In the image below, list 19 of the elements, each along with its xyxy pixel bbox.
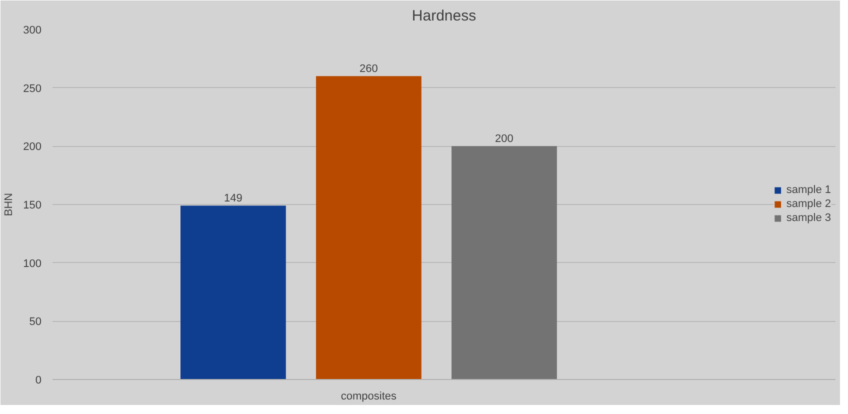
y-tick-label: 250 bbox=[23, 82, 42, 95]
data-label: 149 bbox=[224, 192, 242, 205]
bar bbox=[180, 206, 286, 380]
data-label: 200 bbox=[495, 133, 514, 146]
chart-title: Hardness bbox=[412, 8, 476, 24]
legend-label: sample 3 bbox=[786, 212, 831, 224]
legend-label: sample 1 bbox=[786, 184, 831, 196]
x-tick-label: composites bbox=[340, 390, 398, 402]
y-axis-title: BHN bbox=[3, 192, 16, 216]
bar bbox=[452, 146, 557, 380]
data-label: 260 bbox=[360, 63, 378, 76]
y-tick-label: 300 bbox=[23, 24, 42, 36]
y-tick-label: 0 bbox=[35, 374, 42, 386]
y-tick-label: 200 bbox=[23, 141, 42, 154]
legend-label: sample 2 bbox=[786, 198, 831, 210]
bar bbox=[316, 76, 422, 380]
y-tick-label: 150 bbox=[23, 200, 42, 212]
y-tick-label: 100 bbox=[23, 258, 42, 270]
y-tick-label: 50 bbox=[29, 316, 42, 328]
